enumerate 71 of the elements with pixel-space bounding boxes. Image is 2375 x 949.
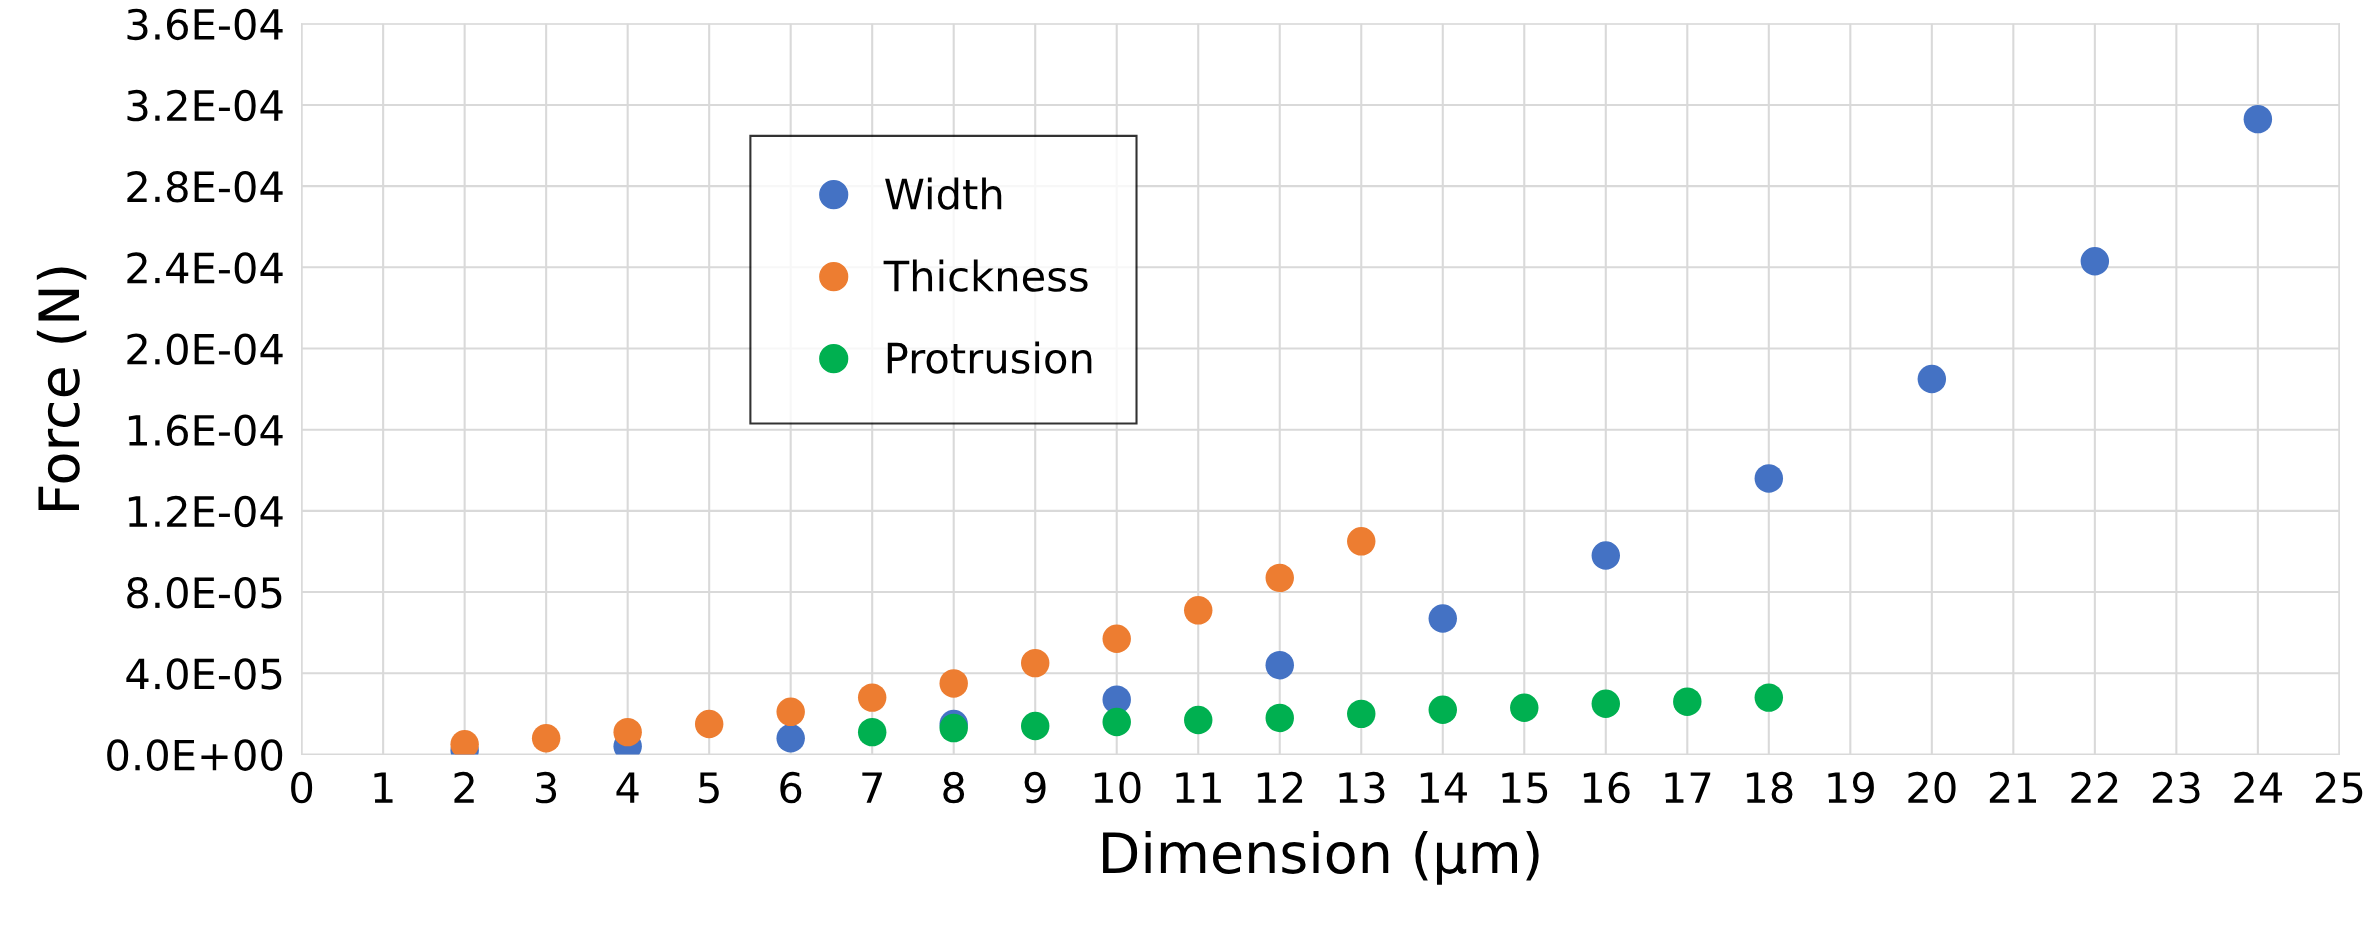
x-tick-label: 5	[699, 772, 719, 804]
x-tick-label: 8	[943, 771, 965, 804]
point	[1184, 596, 1213, 625]
x-tick-label: 15	[1502, 772, 1548, 804]
y-tick-label: 2.4E-04	[127, 252, 283, 284]
point	[1428, 695, 1457, 725]
point	[1184, 705, 1213, 735]
y-tick-label: 1.2E-04	[128, 495, 283, 528]
point	[1428, 604, 1457, 633]
x-tick-label: 11	[1176, 772, 1221, 803]
legend-label: Width	[885, 177, 1002, 210]
x-tick-label: 0	[291, 771, 313, 804]
point	[1347, 699, 1376, 729]
x-tick-label: 2	[454, 771, 474, 803]
x-tick-label: 17	[1665, 772, 1711, 803]
y-tick-label: 3.2E-04	[127, 89, 283, 122]
point	[1020, 711, 1050, 741]
point	[1020, 648, 1050, 678]
x-tick-label: 22	[2071, 771, 2118, 803]
point	[1265, 703, 1294, 733]
y-tick-label: 4.0E-05	[126, 658, 282, 690]
y-tick-label: 0.0E+00	[107, 739, 283, 771]
point	[613, 717, 642, 747]
x-tick-label: 9	[1024, 771, 1046, 804]
point	[1510, 693, 1539, 722]
x-tick-label: 20	[1908, 771, 1956, 804]
point	[1347, 527, 1376, 556]
y-axis-title: Force (N)	[36, 267, 87, 511]
point	[1265, 563, 1294, 593]
point	[1591, 689, 1621, 718]
point	[1265, 650, 1294, 680]
point	[776, 697, 805, 727]
y-tick-label: 1.6E-04	[128, 414, 283, 447]
point	[1673, 687, 1702, 716]
point	[1917, 364, 1947, 394]
x-tick-label: 12	[1257, 771, 1303, 803]
point	[2080, 246, 2110, 276]
y-tick-label: 2.0E-04	[127, 333, 283, 365]
point	[1591, 541, 1621, 570]
point	[857, 717, 887, 747]
x-tick-label: 19	[1828, 771, 1874, 804]
y-tick-label: 2.8E-04	[127, 171, 283, 203]
legend-label: Thickness	[883, 259, 1088, 292]
point	[857, 683, 887, 712]
y-tick-label: 3.6E-04	[127, 8, 283, 41]
x-tick-label: 4	[616, 772, 639, 803]
x-tick-label: 18	[1746, 771, 1793, 804]
x-tick-label: 1	[374, 772, 393, 803]
x-tick-label: 25	[2315, 771, 2363, 804]
x-axis-title: Dimension (µm)	[1103, 830, 1539, 885]
point	[2243, 104, 2273, 134]
x-tick-label: 3	[536, 771, 557, 804]
point	[694, 709, 724, 739]
point	[1754, 464, 1784, 493]
x-tick-label: 10	[1094, 771, 1141, 804]
y-tick-label: 8.0E-05	[127, 576, 282, 609]
x-tick-label: 6	[780, 771, 802, 804]
x-tick-label: 7	[862, 772, 882, 803]
x-tick-label: 16	[1583, 771, 1630, 804]
legend-label: Protrusion	[887, 341, 1092, 374]
x-tick-label: 24	[2234, 771, 2283, 803]
point	[776, 723, 805, 753]
point	[531, 723, 561, 753]
x-tick-label: 23	[2152, 771, 2200, 804]
x-tick-label: 13	[1339, 771, 1385, 804]
point	[1102, 624, 1131, 653]
point	[1754, 683, 1784, 712]
point	[939, 669, 968, 698]
point	[1102, 707, 1131, 737]
x-tick-label: 14	[1420, 772, 1467, 803]
x-tick-label: 21	[1989, 771, 2036, 803]
